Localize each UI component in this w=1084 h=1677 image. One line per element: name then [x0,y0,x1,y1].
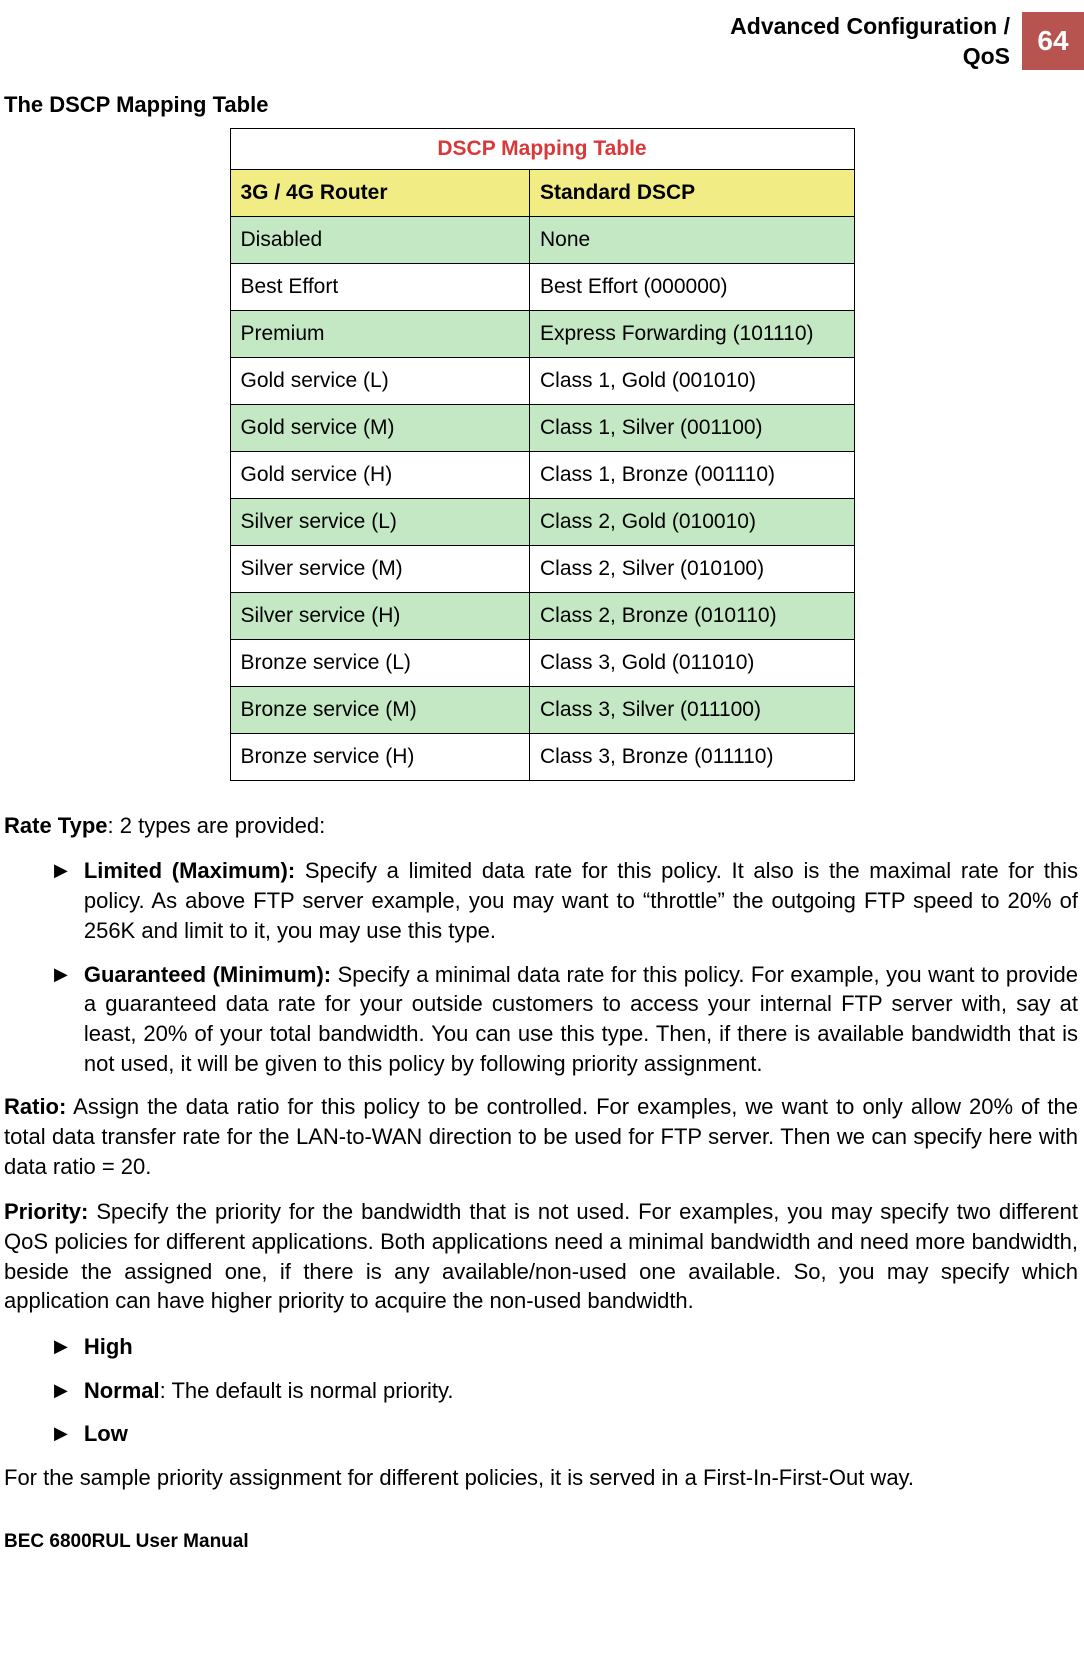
table-cell: Silver service (L) [230,498,530,545]
dscp-title-row: DSCP Mapping Table [230,128,854,169]
table-row: Silver service (H)Class 2, Bronze (01011… [230,592,854,639]
table-row: Silver service (L)Class 2, Gold (010010) [230,498,854,545]
footer-text: BEC 6800RUL User Manual [0,1509,1084,1561]
table-cell: Class 3, Gold (011010) [530,639,855,686]
table-row: Bronze service (L)Class 3, Gold (011010) [230,639,854,686]
dscp-table-container: DSCP Mapping Table 3G / 4G Router Standa… [0,128,1084,811]
table-cell: Class 2, Bronze (010110) [530,592,855,639]
table-cell: Best Effort [230,263,530,310]
dscp-col-header-1: Standard DSCP [530,169,855,216]
bullet-marker-icon: ▶ [54,856,84,945]
table-cell: None [530,216,855,263]
dscp-table-title: DSCP Mapping Table [230,128,854,169]
table-cell: Bronze service (L) [230,639,530,686]
table-row: Bronze service (H)Class 3, Bronze (01111… [230,733,854,780]
table-cell: Class 2, Silver (010100) [530,545,855,592]
table-cell: Express Forwarding (101110) [530,310,855,357]
section-heading: The DSCP Mapping Table [0,92,1084,128]
bullet-label: Normal [84,1378,160,1403]
table-cell: Class 1, Silver (001100) [530,404,855,451]
bullet-content: Low [84,1419,1078,1449]
priority-paragraph: Priority: Specify the priority for the b… [0,1197,1084,1332]
table-row: Gold service (H)Class 1, Bronze (001110) [230,451,854,498]
bullet-guaranteed: ▶ Guaranteed (Minimum): Specify a minima… [0,960,1084,1093]
header-title: Advanced Configuration / QoS [730,12,1010,72]
bullet-text: : The default is normal priority. [160,1378,454,1403]
page-number: 64 [1037,25,1068,57]
table-cell: Bronze service (M) [230,686,530,733]
bullet-normal: ▶ Normal: The default is normal priority… [0,1376,1084,1420]
bullet-label: Limited (Maximum): [84,858,295,883]
table-cell: Gold service (M) [230,404,530,451]
bullet-marker-icon: ▶ [54,960,84,1079]
bullet-content: High [84,1332,1078,1362]
table-cell: Class 1, Gold (001010) [530,357,855,404]
table-row: Bronze service (M)Class 3, Silver (01110… [230,686,854,733]
table-cell: Silver service (M) [230,545,530,592]
table-cell: Class 3, Bronze (011110) [530,733,855,780]
bullet-marker-icon: ▶ [54,1332,84,1362]
table-row: Best EffortBest Effort (000000) [230,263,854,310]
table-row: Gold service (L)Class 1, Gold (001010) [230,357,854,404]
bullet-content: Normal: The default is normal priority. [84,1376,1078,1406]
table-cell: Class 1, Bronze (001110) [530,451,855,498]
table-cell: Bronze service (H) [230,733,530,780]
dscp-header-row: 3G / 4G Router Standard DSCP [230,169,854,216]
priority-text: Specify the priority for the bandwidth t… [4,1199,1078,1313]
ratio-paragraph: Ratio: Assign the data ratio for this po… [0,1092,1084,1197]
closing-paragraph: For the sample priority assignment for d… [0,1463,1084,1509]
table-cell: Premium [230,310,530,357]
header-title-line1: Advanced Configuration / [730,13,1010,39]
ratio-label: Ratio: [4,1094,66,1119]
table-row: PremiumExpress Forwarding (101110) [230,310,854,357]
rate-type-text: : 2 types are provided: [108,813,326,838]
table-row: Gold service (M)Class 1, Silver (001100) [230,404,854,451]
table-row: Silver service (M)Class 2, Silver (01010… [230,545,854,592]
dscp-mapping-table: DSCP Mapping Table 3G / 4G Router Standa… [230,128,855,781]
bullet-high: ▶ High [0,1332,1084,1376]
table-cell: Silver service (H) [230,592,530,639]
bullet-marker-icon: ▶ [54,1419,84,1449]
bullet-label: Guaranteed (Minimum): [84,962,331,987]
rate-type-intro: Rate Type: 2 types are provided: [0,811,1084,857]
bullet-content: Guaranteed (Minimum): Specify a minimal … [84,960,1078,1079]
bullet-marker-icon: ▶ [54,1376,84,1406]
bullet-limited: ▶ Limited (Maximum): Specify a limited d… [0,856,1084,959]
dscp-col-header-0: 3G / 4G Router [230,169,530,216]
table-cell: Best Effort (000000) [530,263,855,310]
ratio-text: Assign the data ratio for this policy to… [4,1094,1078,1178]
bullet-content: Limited (Maximum): Specify a limited dat… [84,856,1078,945]
table-cell: Class 3, Silver (011100) [530,686,855,733]
table-cell: Gold service (H) [230,451,530,498]
page-number-badge: 64 [1022,12,1084,70]
bullet-label: Low [84,1421,128,1446]
page-header: Advanced Configuration / QoS 64 [0,0,1084,92]
table-row: DisabledNone [230,216,854,263]
priority-label: Priority: [4,1199,88,1224]
header-title-line2: QoS [963,43,1010,69]
table-cell: Gold service (L) [230,357,530,404]
rate-type-label: Rate Type [4,813,108,838]
bullet-label: High [84,1334,133,1359]
bullet-low: ▶ Low [0,1419,1084,1463]
table-cell: Class 2, Gold (010010) [530,498,855,545]
table-cell: Disabled [230,216,530,263]
